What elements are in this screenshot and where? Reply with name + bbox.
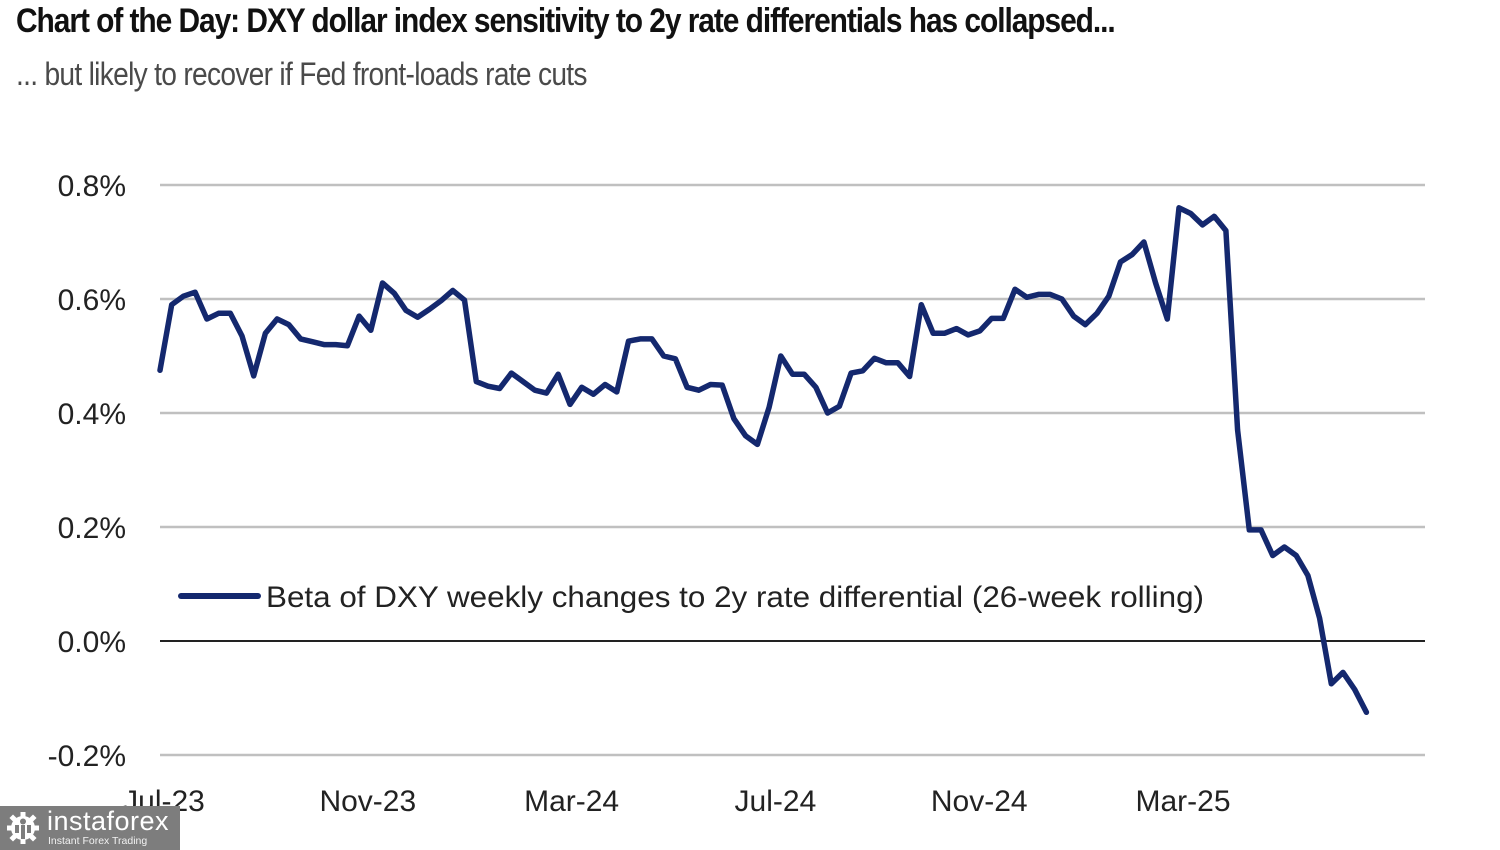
legend: Beta of DXY weekly changes to 2y rate di…	[178, 581, 1204, 614]
gridlines	[160, 183, 1425, 757]
instaforex-watermark: instaforex Instant Forex Trading	[0, 806, 180, 850]
y-tick-label: 0.4%	[58, 398, 126, 431]
chart-title: Chart of the Day: DXY dollar index sensi…	[16, 2, 1116, 40]
x-tick-label: Nov-23	[319, 785, 416, 818]
x-axis-ticks: Jul-23 Nov-23 Mar-24 Jul-24 Nov-24 Mar-25	[123, 785, 1230, 818]
y-tick-label: 0.0%	[58, 626, 126, 659]
series-layer	[157, 205, 1370, 716]
x-tick-label: Mar-25	[1136, 785, 1231, 818]
watermark-tagline: Instant Forex Trading	[48, 835, 148, 847]
y-tick-label: 0.6%	[58, 284, 126, 317]
chart-subtitle: ... but likely to recover if Fed front-l…	[16, 56, 588, 92]
x-tick-label: Jul-24	[735, 785, 817, 818]
y-tick-label: -0.2%	[48, 740, 126, 773]
y-axis-ticks: 0.8% 0.6% 0.4% 0.2% 0.0% -0.2%	[48, 170, 126, 773]
watermark-brand: instaforex	[47, 806, 170, 836]
x-tick-label: Nov-24	[931, 785, 1028, 818]
y-tick-label: 0.8%	[58, 170, 126, 203]
y-tick-label: 0.2%	[58, 512, 126, 545]
series-line	[157, 205, 1370, 716]
x-tick-label: Mar-24	[524, 785, 619, 818]
legend-label: Beta of DXY weekly changes to 2y rate di…	[266, 581, 1204, 614]
gear-logo-icon	[7, 812, 39, 844]
